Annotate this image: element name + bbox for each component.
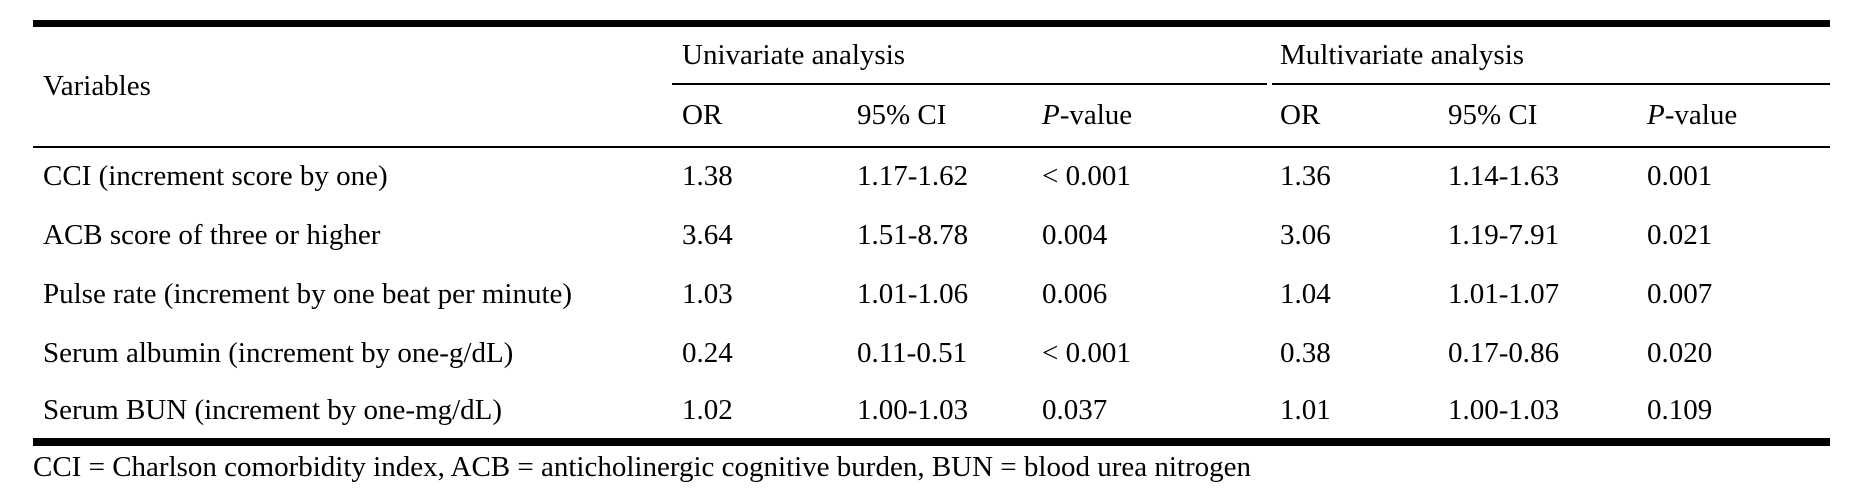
multivariate-or-value: 1.04: [1280, 277, 1331, 310]
table-row: ACB score of three or higher 3.64 1.51-8…: [33, 206, 1830, 265]
multivariate-ci-value: 1.01-1.07: [1448, 277, 1560, 310]
multivariate-ci-value: 1.19-7.91: [1448, 218, 1560, 251]
univariate-or-value: 0.24: [682, 336, 733, 369]
univariate-p-value: < 0.001: [1042, 336, 1131, 369]
multivariate-p-value: 0.109: [1647, 393, 1713, 426]
multivariate-or-value: 1.36: [1280, 160, 1331, 192]
univariate-ci-value: 1.00-1.03: [857, 393, 969, 426]
multivariate-ci-value: 0.17-0.86: [1448, 336, 1560, 369]
multivariate-p-value: 0.007: [1647, 277, 1713, 310]
multivariate-p-value: 0.001: [1647, 160, 1713, 192]
multivariate-or-value: 3.06: [1280, 218, 1331, 251]
variable-name: CCI (increment score by one): [43, 160, 388, 192]
column-header-univariate-pvalue: P-value: [1032, 84, 1271, 148]
group-header-univariate-label: Univariate analysis: [682, 39, 906, 72]
multivariate-ci-value: 1.14-1.63: [1448, 160, 1560, 192]
group-header-univariate: Univariate analysis: [672, 24, 1270, 85]
pvalue-suffix: -value: [1664, 98, 1738, 131]
column-header-variables: Variables: [33, 23, 672, 148]
multivariate-p-value: 0.020: [1647, 336, 1713, 369]
sub-header-row: OR 95% CI P-value OR 95% CI P-value: [33, 84, 1831, 148]
group-header-row: Variables Univariate analysis Multivaria…: [33, 23, 1831, 148]
column-header-univariate-ci: 95% CI: [847, 84, 1032, 148]
univariate-p-value: 0.006: [1042, 277, 1108, 310]
univariate-or-value: 1.02: [682, 393, 733, 426]
group-header-multivariate: Multivariate analysis: [1270, 24, 1831, 85]
pvalue-suffix: -value: [1059, 98, 1133, 131]
table-row: CCI (increment score by one) 1.38 1.17-1…: [33, 147, 1830, 206]
variable-name: Pulse rate (increment by one beat per mi…: [43, 277, 573, 310]
univariate-or-value: 3.64: [682, 218, 733, 251]
table-row: Serum albumin (increment by one-g/dL) 0.…: [33, 324, 1830, 383]
column-header-multivariate-ci: 95% CI: [1438, 84, 1638, 148]
univariate-p-value: 0.037: [1042, 393, 1108, 426]
variable-name: Serum BUN (increment by one-mg/dL): [43, 393, 503, 426]
table-row: Serum BUN (increment by one-mg/dL) 1.02 …: [33, 383, 1830, 442]
multivariate-header-rule: [1272, 82, 1831, 85]
pvalue-italic-p: P: [1647, 98, 1665, 131]
results-table-container: Variables Univariate analysis Multivaria…: [33, 20, 1831, 483]
univariate-or-value: 1.38: [682, 160, 733, 192]
multivariate-p-value: 0.021: [1647, 218, 1713, 251]
multivariate-or-value: 0.38: [1280, 336, 1331, 369]
table-footnote: CCI = Charlson comorbidity index, ACB = …: [33, 450, 1252, 483]
univariate-ci-value: 0.11-0.51: [857, 336, 968, 369]
univariate-ci-value: 1.51-8.78: [857, 218, 969, 251]
univariate-p-value: 0.004: [1042, 218, 1108, 251]
regression-results-table: Variables Univariate analysis Multivaria…: [33, 20, 1831, 446]
univariate-ci-value: 1.01-1.06: [857, 277, 969, 310]
column-header-univariate-or: OR: [672, 84, 847, 148]
univariate-ci-value: 1.17-1.62: [857, 160, 969, 192]
variable-name: Serum albumin (increment by one-g/dL): [43, 336, 514, 369]
column-header-multivariate-pvalue: P-value: [1637, 84, 1831, 148]
multivariate-ci-value: 1.00-1.03: [1448, 393, 1560, 426]
column-header-multivariate-or: OR: [1270, 84, 1439, 148]
univariate-or-value: 1.03: [682, 277, 733, 310]
pvalue-italic-p: P: [1042, 98, 1060, 131]
multivariate-or-value: 1.01: [1280, 393, 1331, 426]
table-row: Pulse rate (increment by one beat per mi…: [33, 265, 1830, 324]
variable-name: ACB score of three or higher: [43, 218, 381, 251]
group-header-multivariate-label: Multivariate analysis: [1280, 39, 1525, 72]
univariate-header-rule: [672, 82, 1268, 85]
univariate-p-value: < 0.001: [1042, 160, 1131, 192]
